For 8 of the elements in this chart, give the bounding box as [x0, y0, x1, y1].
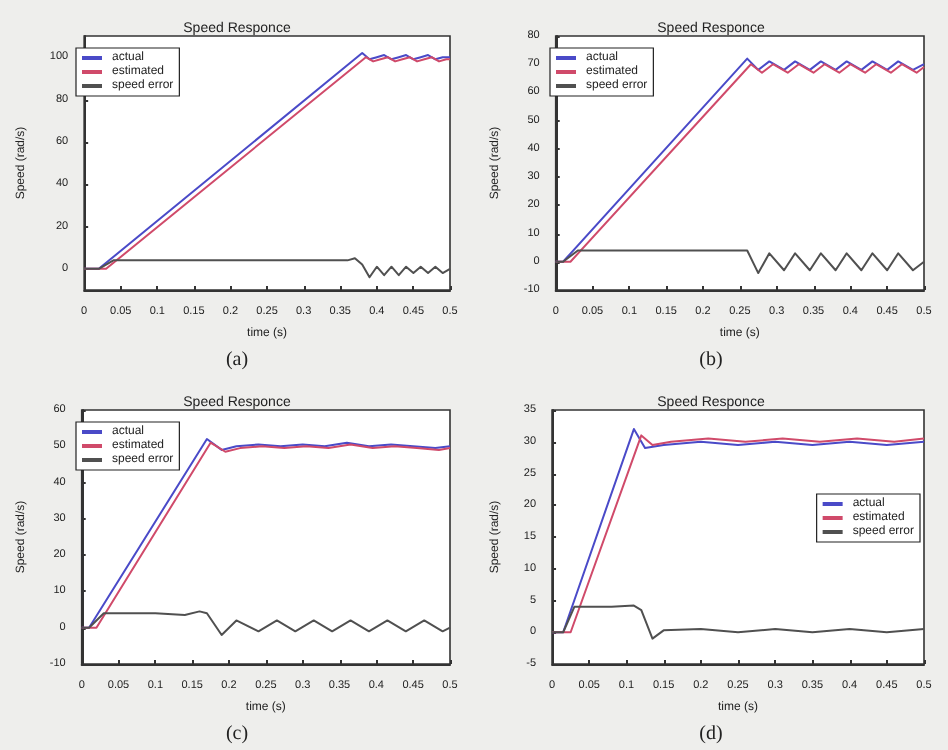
text: (b): [699, 349, 723, 371]
text: (d): [699, 723, 723, 745]
text: (c): [225, 723, 249, 745]
line-series: [83, 257, 451, 279]
text: (a): [225, 349, 249, 371]
line-series: [554, 249, 925, 275]
line-series: [80, 610, 451, 636]
line-series: [551, 604, 925, 640]
